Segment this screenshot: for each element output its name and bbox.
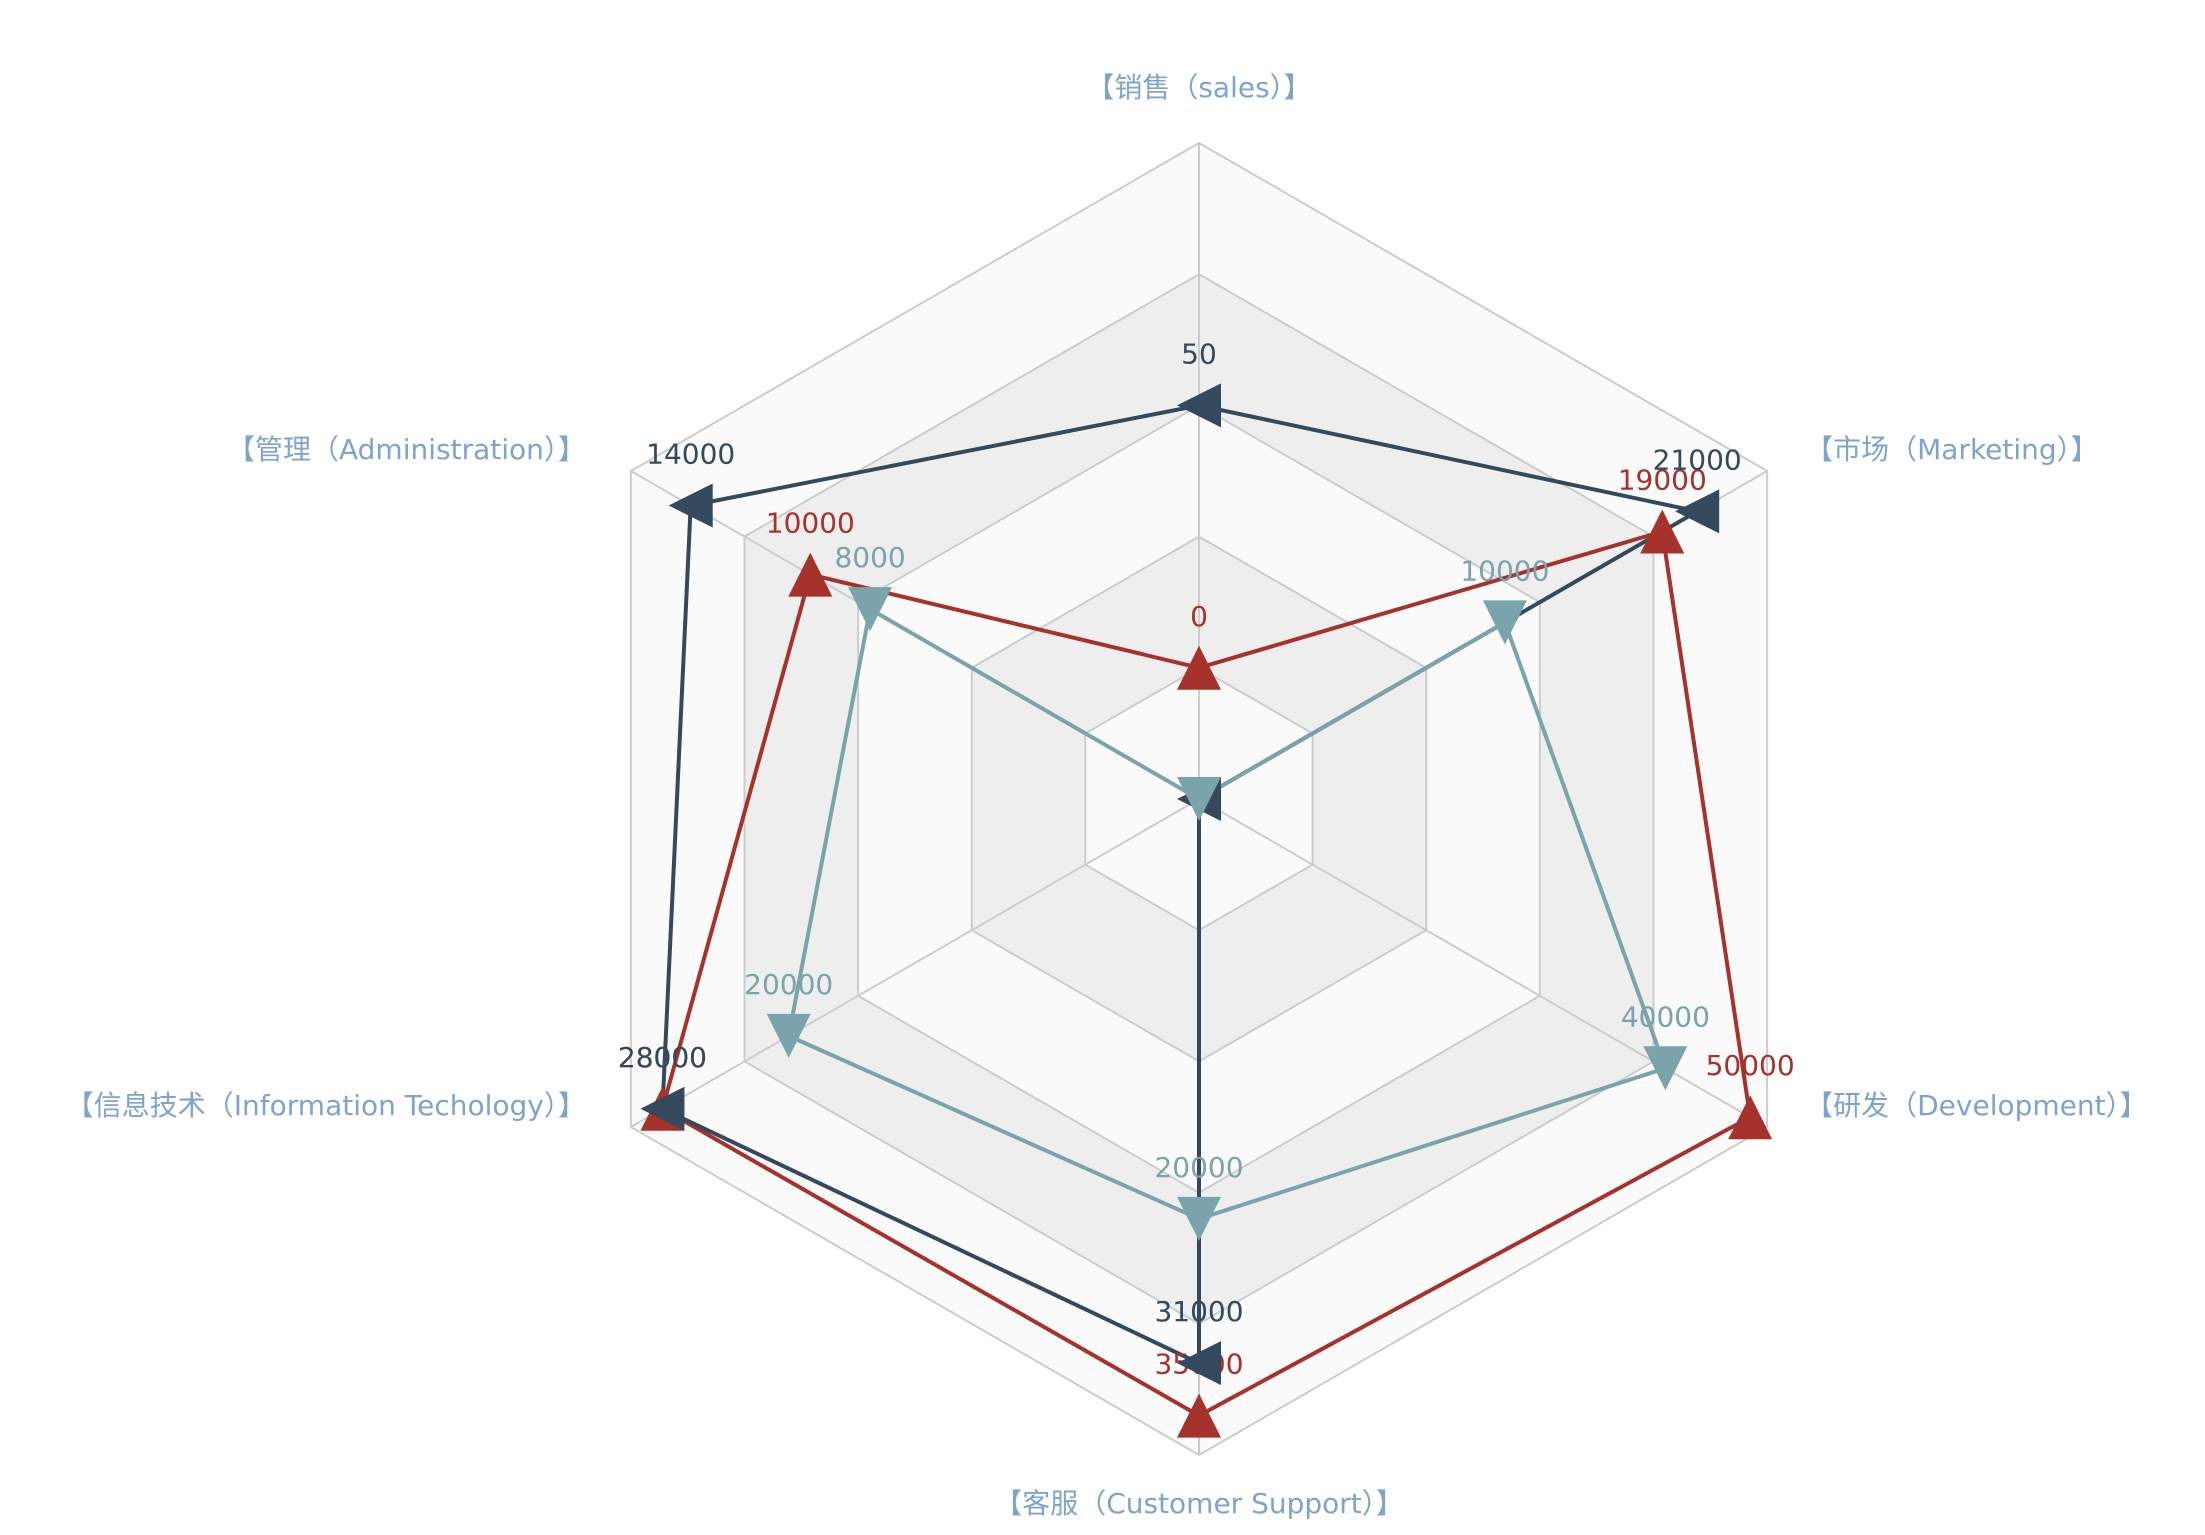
axis-line [630,798,1200,1128]
value-label: 40000 [1621,1000,1710,1033]
value-label: 20000 [744,968,833,1001]
axis-name: 【客服（Customer Support）】 [994,1487,1404,1520]
point-marker [1177,777,1221,821]
axis-name: 【研发（Development）】 [1805,1089,2148,1122]
value-label: 31000 [1154,1295,1243,1328]
point-marker [1728,1095,1773,1140]
value-label: 20000 [1154,1151,1243,1184]
value-label: 10000 [1460,554,1549,587]
value-label: 28000 [618,1041,707,1074]
axis-name: 【市场（Marketing）】 [1805,433,2099,466]
point-marker [1177,1341,1221,1386]
value-label: 8000 [834,541,905,574]
value-label: 19000 [1618,464,1707,497]
value-label: 50 [1181,337,1217,370]
axis-name: 【信息技术（Information Techology）】 [66,1089,586,1122]
point-marker [1177,383,1221,428]
value-label: 28000 [618,1041,707,1074]
value-label: 21000 [1653,443,1742,476]
value-label: 14000 [646,438,735,471]
point-marker [766,1013,811,1058]
point-marker [1177,1393,1221,1438]
point-marker [668,483,713,528]
value-label: 50000 [1706,1049,1795,1082]
point-marker [1675,489,1720,534]
point-marker [1640,509,1685,554]
point-marker [640,1086,685,1131]
axis-name: 【管理（Administration）】 [227,433,586,466]
point-marker [788,552,833,597]
point-marker [1177,1196,1221,1241]
point-marker [1643,1046,1688,1091]
axis-name: 【销售（sales）】 [1086,71,1311,104]
point-marker [1177,645,1221,690]
value-label: 0 [1190,600,1208,633]
point-marker [1482,600,1527,645]
value-label: 10000 [766,507,855,540]
point-marker [848,587,893,632]
